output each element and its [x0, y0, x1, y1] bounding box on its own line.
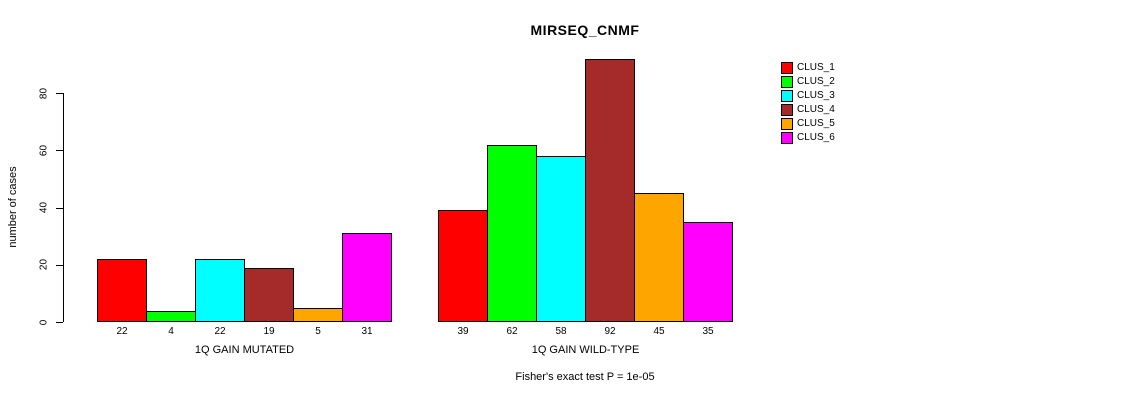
- bar-clus_3-group1: [195, 259, 245, 322]
- bar-clus_6-group2: [683, 221, 733, 322]
- bar-value-label: 62: [506, 326, 518, 337]
- bar-clus_1-group2: [438, 210, 488, 322]
- bar-value-label: 4: [168, 326, 174, 337]
- legend-swatch-clus_5: [781, 118, 793, 130]
- group-label: 1Q GAIN WILD-TYPE: [531, 344, 640, 356]
- legend-swatch-clus_6: [781, 132, 793, 144]
- bar-value-label: 22: [116, 326, 128, 337]
- y-tick-label: 0: [38, 319, 50, 325]
- bar-value-label: 39: [457, 326, 469, 337]
- y-tick: [56, 322, 63, 323]
- y-tick-label: 20: [38, 259, 50, 271]
- legend-item: CLUS_1: [781, 62, 835, 74]
- legend-label: CLUS_3: [797, 90, 835, 101]
- legend-label: CLUS_5: [797, 118, 835, 129]
- y-tick: [56, 93, 63, 94]
- legend-swatch-clus_2: [781, 76, 793, 88]
- y-tick-label: 60: [38, 144, 50, 156]
- y-tick: [56, 264, 63, 266]
- legend-item: CLUS_5: [781, 118, 835, 130]
- y-tick-label: 80: [38, 87, 50, 99]
- legend-item: CLUS_6: [781, 132, 835, 144]
- legend-label: CLUS_2: [797, 76, 835, 87]
- legend-item: CLUS_2: [781, 76, 835, 88]
- fisher-test-annotation: Fisher's exact test P = 1e-05: [515, 371, 655, 383]
- bar-clus_5-group1: [293, 307, 343, 322]
- legend-label: CLUS_4: [797, 104, 835, 115]
- bar-clus_6-group1: [342, 233, 392, 322]
- legend-label: CLUS_6: [797, 132, 835, 143]
- y-axis-label: number of cases: [7, 166, 19, 248]
- bar-value-label: 19: [263, 326, 275, 337]
- bar-clus_3-group2: [536, 155, 586, 322]
- legend-swatch-clus_1: [781, 62, 793, 74]
- bar-value-label: 35: [702, 326, 714, 337]
- bar-clus_2-group2: [487, 144, 537, 322]
- bar-value-label: 58: [555, 326, 567, 337]
- legend-swatch-clus_4: [781, 104, 793, 116]
- y-tick: [56, 150, 63, 152]
- y-axis-line: [63, 93, 64, 322]
- bar-clus_2-group1: [146, 310, 196, 322]
- legend-swatch-clus_3: [781, 90, 793, 102]
- bar-value-label: 31: [361, 326, 373, 337]
- group-label: 1Q GAIN MUTATED: [194, 344, 295, 356]
- chart-title: MIRSEQ_CNMF: [530, 22, 640, 38]
- legend-item: CLUS_3: [781, 90, 835, 102]
- y-tick-label: 40: [38, 201, 50, 214]
- bar-value-label: 5: [315, 326, 321, 337]
- y-tick: [56, 207, 63, 209]
- bar-clus_4-group2: [585, 58, 635, 322]
- bar-value-label: 45: [653, 326, 665, 337]
- bar-clus_5-group2: [634, 193, 684, 322]
- bar-value-label: 92: [604, 326, 616, 337]
- legend-label: CLUS_1: [797, 62, 835, 73]
- bar-value-label: 22: [214, 326, 226, 337]
- legend-item: CLUS_4: [781, 104, 835, 116]
- bar-clus_4-group1: [244, 267, 294, 322]
- bar-clus_1-group1: [97, 259, 147, 322]
